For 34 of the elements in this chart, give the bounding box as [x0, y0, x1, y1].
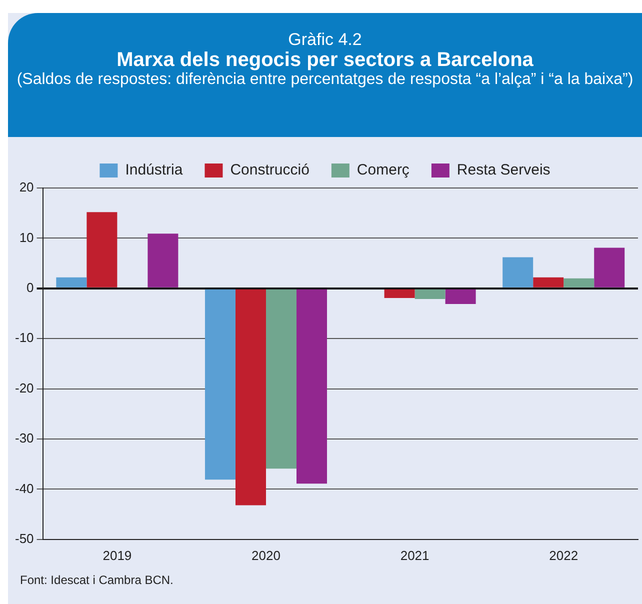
y-tick-label: -30 [14, 430, 34, 446]
bar [266, 289, 296, 469]
bar [148, 234, 178, 288]
bar [564, 278, 594, 288]
bar [56, 277, 87, 288]
x-tick-label: 2019 [102, 548, 132, 563]
x-tick-label: 2022 [549, 548, 578, 563]
bar [445, 289, 476, 304]
legend-label: Indústria [125, 162, 184, 179]
bar [502, 257, 534, 288]
bar [414, 289, 446, 299]
y-tick-label: -20 [14, 380, 34, 396]
y-tick-label: 10 [19, 230, 34, 245]
bar [533, 277, 564, 288]
bar [204, 289, 236, 480]
text: (Saldos de respostes: diferència entre percentatges de resposta “a l’alça” i “a la baixa”) [16, 71, 634, 89]
y-tick-label: -40 [14, 480, 34, 496]
bar [235, 289, 266, 506]
y-tick-label: 0 [26, 280, 34, 295]
bar [594, 248, 625, 288]
y-tick-label: -10 [14, 330, 34, 346]
y-tick-label: 20 [19, 180, 34, 195]
y-tick-label: -50 [14, 530, 34, 546]
text: Font: Idescat i Cambra BCN. [20, 573, 174, 587]
bar [296, 289, 328, 484]
bar [86, 212, 118, 288]
legend-label: Resta Serveis [456, 162, 550, 179]
chart-subtitle: Gràfic 4.2 [287, 30, 363, 49]
bar [384, 289, 415, 298]
x-tick-label: 2020 [252, 548, 280, 563]
x-tick-label: 2021 [400, 548, 430, 563]
legend-label: Comerç [356, 162, 410, 179]
chart-title: Marxa dels negocis per sectors a Barcelona [116, 49, 534, 71]
legend-label: Construcció [230, 162, 310, 179]
